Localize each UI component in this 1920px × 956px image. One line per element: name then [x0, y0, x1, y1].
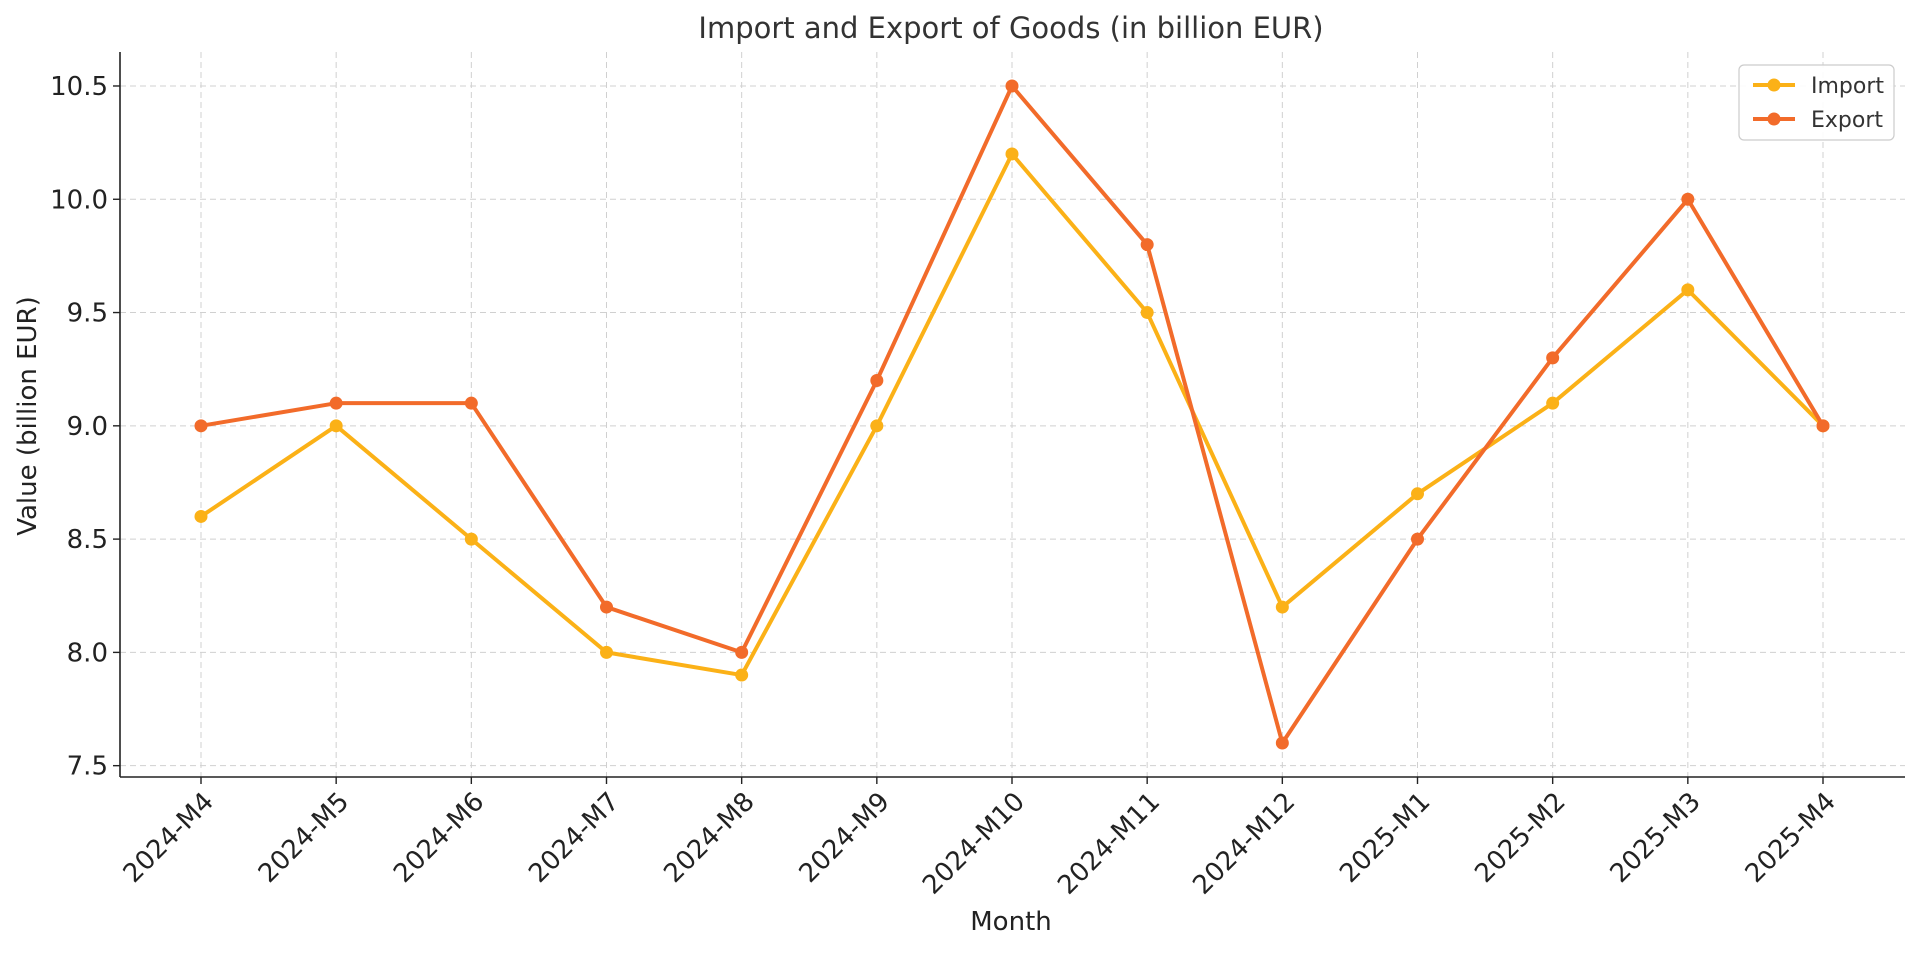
export-data-point-2025-M1	[1411, 532, 1424, 546]
y-tick-label: 9.0	[67, 412, 108, 442]
x-tick-label: 2024-M8	[658, 787, 760, 889]
x-tick-label: 2024-M9	[794, 787, 896, 889]
legend: Import Export	[1738, 64, 1895, 141]
export-data-point-2024-M11	[1140, 238, 1154, 252]
grid-layer	[120, 52, 1905, 777]
x-tick-label: 2024-M10	[917, 787, 1031, 901]
import-data-point-2025-M3	[1681, 283, 1695, 297]
import-data-point-2024-M12	[1275, 600, 1289, 614]
import-data-point-2024-M8	[735, 668, 749, 682]
import-data-point-2024-M10	[1005, 147, 1019, 161]
legend-import-label: Import	[1811, 74, 1884, 99]
export-data-point-2024-M6	[464, 396, 478, 410]
export-data-point-2024-M9	[870, 374, 884, 388]
export-data-point-2024-M12	[1275, 736, 1289, 750]
export-data-point-2025-M4	[1816, 419, 1830, 433]
export-data-point-2024-M5	[329, 396, 343, 410]
x-tick-label: 2024-M7	[523, 787, 625, 889]
export-data-point-2025-M2	[1546, 351, 1560, 365]
x-tick-label: 2024-M5	[253, 787, 355, 889]
x-tick-label: 2025-M3	[1605, 787, 1707, 889]
x-tick-label: 2024-M4	[118, 787, 220, 889]
x-tick-label: 2025-M2	[1469, 787, 1571, 889]
export-data-point-2024-M4	[194, 419, 208, 433]
import-data-point-2024-M5	[329, 419, 343, 433]
y-tick-label: 9.5	[67, 299, 108, 329]
import-data-point-2025-M2	[1546, 396, 1560, 410]
x-axis-label: Month	[970, 907, 1052, 937]
x-tick-label: 2025-M4	[1740, 787, 1842, 889]
import-data-point-2024-M11	[1140, 306, 1154, 320]
import-data-point-2025-M1	[1411, 487, 1424, 501]
x-tick-label: 2025-M1	[1334, 787, 1436, 889]
import-data-point-2024-M9	[870, 419, 884, 433]
legend-export-label: Export	[1811, 108, 1883, 133]
x-tick-label: 2024-M11	[1052, 787, 1166, 901]
y-tick-label: 10.5	[50, 72, 108, 102]
y-tick-label: 7.5	[67, 752, 108, 782]
export-data-point-2025-M3	[1681, 192, 1695, 206]
y-tick-label: 10.0	[50, 185, 108, 215]
import-data-point-2024-M6	[464, 532, 478, 546]
import-data-point-2024-M4	[194, 509, 208, 523]
y-axis-label: Value (billion EUR)	[13, 296, 43, 536]
legend-export-marker	[1767, 112, 1781, 126]
y-tick-label: 8.5	[67, 525, 108, 555]
chart-title: Import and Export of Goods (in billion E…	[698, 11, 1323, 45]
x-tick-label: 2024-M12	[1187, 787, 1301, 901]
legend-import-marker	[1767, 78, 1781, 92]
export-data-point-2024-M7	[600, 600, 613, 614]
y-tick-label: 8.0	[67, 638, 108, 668]
export-data-point-2024-M10	[1005, 79, 1019, 93]
x-tick-label: 2024-M6	[388, 787, 490, 889]
import-data-point-2024-M7	[600, 645, 613, 659]
series-layer	[194, 79, 1830, 750]
export-data-point-2024-M8	[735, 645, 749, 659]
